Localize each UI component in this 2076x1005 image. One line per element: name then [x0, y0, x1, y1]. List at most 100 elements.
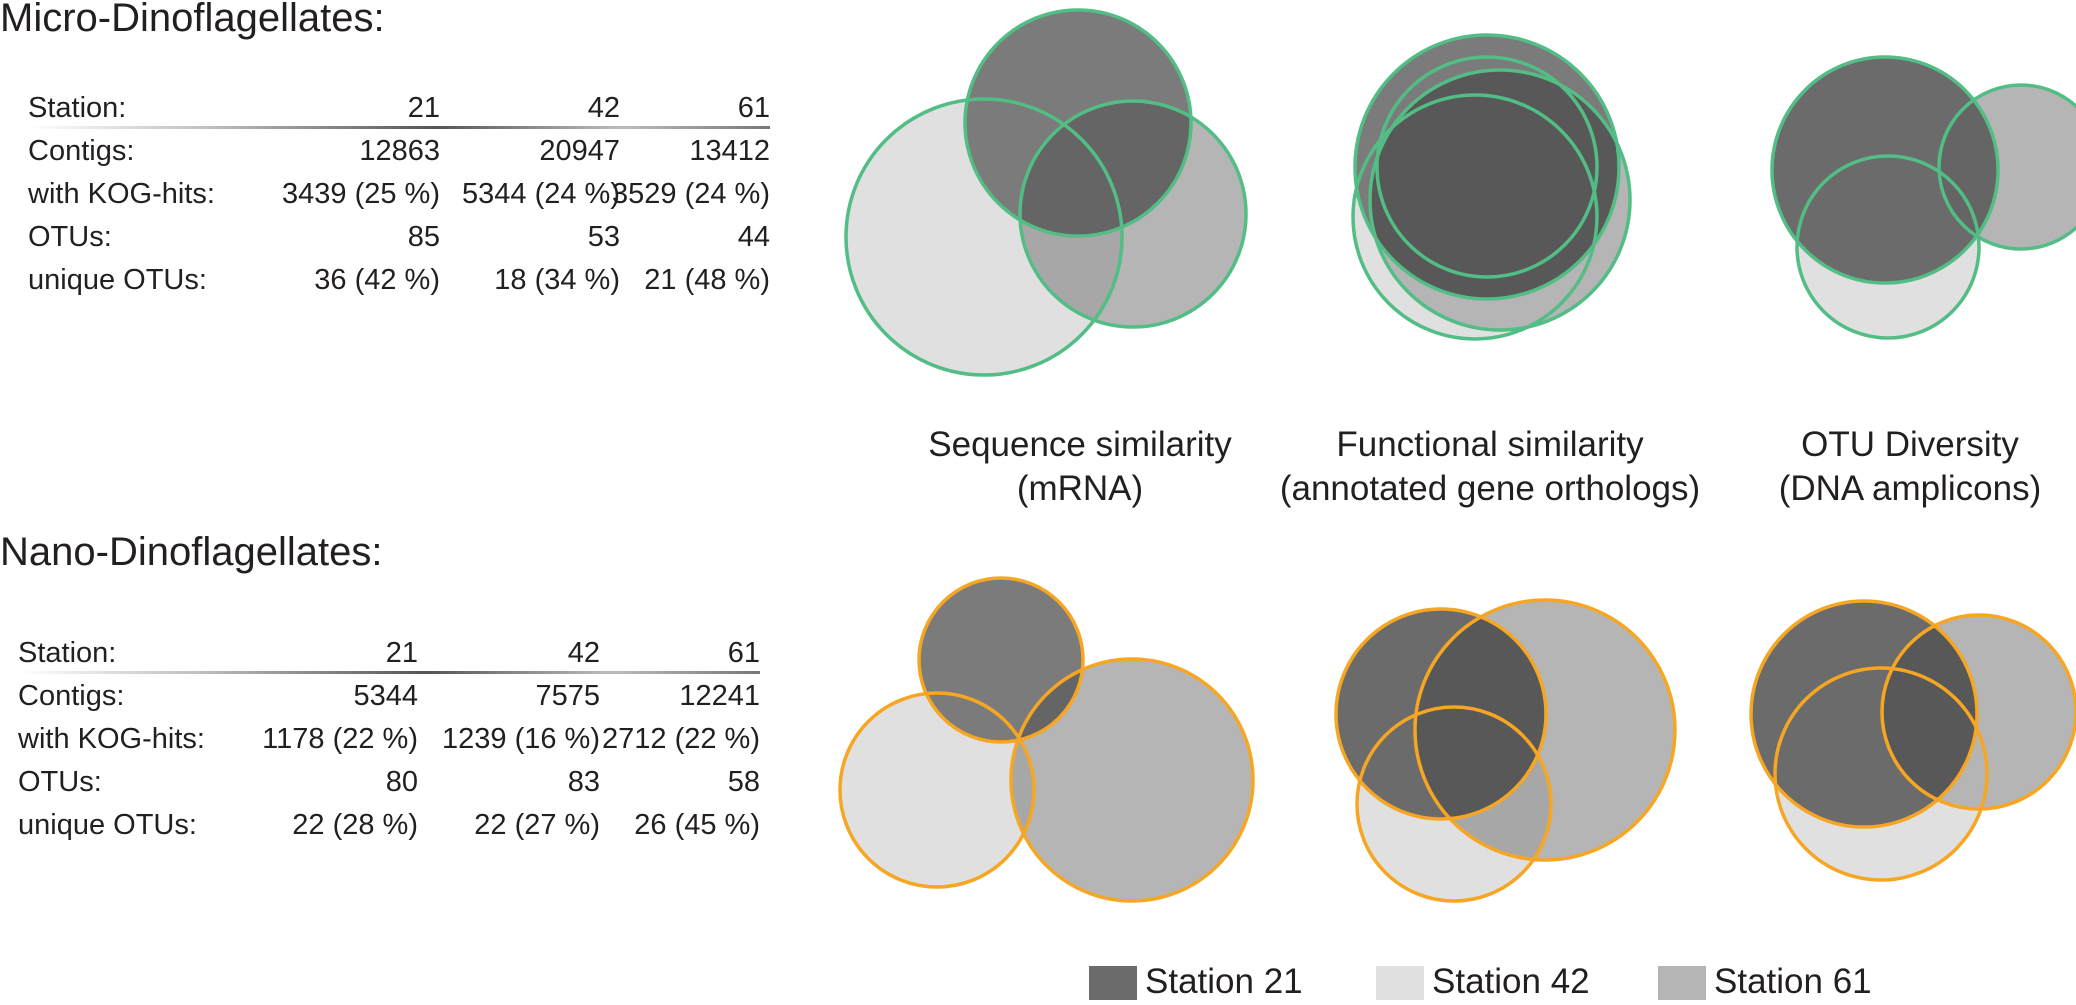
station-61-cell: 13412 — [689, 135, 770, 167]
station-21-cell: 12863 — [359, 135, 440, 167]
station-21-cell: 5344 — [353, 680, 418, 712]
venn-nano-otu — [1749, 599, 2076, 882]
nano-section-title: Nano-Dinoflagellates: — [0, 530, 383, 574]
station-42-outline — [844, 97, 1124, 377]
row-label: unique OTUs: — [18, 809, 197, 841]
station-42-outline — [1351, 93, 1599, 341]
venn-nano-functional — [1334, 598, 1677, 903]
station-61-circle — [1011, 659, 1253, 901]
nano-stats-table: Station: 21 42 61 Contigs: 5344 7575 122… — [18, 637, 760, 857]
legend-station-42: Station 42 — [1376, 962, 1616, 1002]
legend-label: Station 21 — [1145, 962, 1303, 1001]
station-21-inner-outline — [1375, 55, 1599, 279]
station-21-cell: 22 (28 %) — [292, 809, 418, 841]
station-61-outline — [1413, 598, 1677, 862]
station-42-outline — [838, 691, 1036, 889]
table-row: Station: 21 42 61 — [28, 92, 770, 128]
row-label: Station: — [18, 637, 117, 669]
row-label: Station: — [28, 92, 127, 124]
station-21-outline — [917, 576, 1085, 744]
station-61-outline — [1937, 83, 2076, 251]
table-row: unique OTUs: 22 (28 %) 22 (27 %) 26 (45 … — [18, 809, 760, 845]
column-label-otu: OTU Diversity (DNA amplicons) — [1745, 423, 2075, 511]
station-42-cell: 18 (34 %) — [494, 264, 620, 296]
station-61-outline — [1009, 657, 1255, 903]
station-42-cell: 5344 (24 %) — [462, 178, 620, 210]
table-row: unique OTUs: 36 (42 %) 18 (34 %) 21 (48 … — [28, 264, 770, 300]
venn-micro-sequence — [844, 8, 1248, 377]
legend-swatch — [1376, 966, 1424, 1000]
legend-swatch — [1658, 966, 1706, 1000]
micro-section-title: Micro-Dinoflagellates: — [0, 0, 385, 40]
station-42-cell: 1239 (16 %) — [442, 723, 600, 755]
venn-nano-sequence — [838, 576, 1255, 903]
station-61-cell: 61 — [737, 92, 770, 124]
station-21-cell: 80 — [385, 766, 418, 798]
legend-station-61: Station 61 — [1658, 962, 1898, 1002]
station-61-cell: 58 — [727, 766, 760, 798]
station-21-cell: 36 (42 %) — [314, 264, 440, 296]
station-42-cell: 22 (27 %) — [474, 809, 600, 841]
venn-micro-otu — [1770, 55, 2076, 340]
column-label-line2: (mRNA) — [1016, 469, 1144, 508]
legend-label: Station 42 — [1432, 962, 1590, 1001]
row-label: OTUs: — [18, 766, 102, 798]
station-42-cell: 20947 — [539, 135, 620, 167]
overlap-21-61 — [1882, 615, 1977, 809]
column-label-line1: OTU Diversity — [1801, 425, 2019, 464]
row-label: unique OTUs: — [28, 264, 207, 296]
station-21-cell: 3439 (25 %) — [282, 178, 440, 210]
header-rule — [28, 126, 770, 129]
row-label: with KOG-hits: — [18, 723, 205, 755]
station-21-outline — [1353, 33, 1621, 301]
overlap-21-61 — [1939, 85, 1998, 249]
column-label-line1: Sequence similarity — [928, 425, 1232, 464]
column-label-functional: Functional similarity (annotated gene or… — [1245, 423, 1735, 511]
station-61-cell: 26 (45 %) — [634, 809, 760, 841]
column-label-sequence: Sequence similarity (mRNA) — [860, 423, 1300, 511]
table-row: with KOG-hits: 1178 (22 %) 1239 (16 %) 2… — [18, 723, 760, 759]
station-21-cell: 21 — [407, 92, 440, 124]
station-42-cell: 7575 — [535, 680, 600, 712]
legend-station-21: Station 21 — [1089, 962, 1329, 1002]
station-61-outline — [1018, 99, 1248, 329]
station-21-cell: 21 — [385, 637, 418, 669]
station-21-circle — [1772, 57, 1998, 283]
station-42-outline — [1795, 154, 1981, 340]
column-label-line1: Functional similarity — [1336, 425, 1644, 464]
legend-label: Station 61 — [1714, 962, 1872, 1001]
row-label: Contigs: — [18, 680, 125, 712]
station-42-outline — [1773, 666, 1989, 882]
station-21-cell: 85 — [407, 221, 440, 253]
station-42-cell: 53 — [587, 221, 620, 253]
table-row: OTUs: 85 53 44 — [28, 221, 770, 257]
station-61-outline — [1880, 613, 2076, 811]
row-label: OTUs: — [28, 221, 112, 253]
column-label-line2: (annotated gene orthologs) — [1279, 469, 1701, 508]
station-61-cell: 21 (48 %) — [644, 264, 770, 296]
station-42-cell: 83 — [567, 766, 600, 798]
station-21-cell: 1178 (22 %) — [262, 723, 418, 755]
row-label: Contigs: — [28, 135, 135, 167]
table-row: Station: 21 42 61 — [18, 637, 760, 673]
station-42-cell: 42 — [587, 92, 620, 124]
station-61-cell: 2712 (22 %) — [602, 723, 760, 755]
station-61-cell: 12241 — [679, 680, 760, 712]
header-rule — [18, 671, 760, 674]
table-row: Contigs: 12863 20947 13412 — [28, 135, 770, 171]
station-21-outline — [1770, 55, 2000, 285]
venn-micro-functional — [1351, 33, 1632, 341]
table-row: OTUs: 80 83 58 — [18, 766, 760, 802]
station-21-outline — [963, 8, 1193, 238]
station-21-outline — [1749, 599, 1979, 829]
station-61-cell: 44 — [737, 221, 770, 253]
station-61-outline — [1368, 68, 1632, 332]
station-21-outline — [1334, 607, 1548, 821]
station-42-cell: 42 — [567, 637, 600, 669]
table-row: with KOG-hits: 3439 (25 %) 5344 (24 %) 3… — [28, 178, 770, 214]
column-label-line2: (DNA amplicons) — [1778, 469, 2042, 508]
table-row: Contigs: 5344 7575 12241 — [18, 680, 760, 716]
micro-stats-table: Station: 21 42 61 Contigs: 12863 20947 1… — [28, 92, 770, 312]
legend-swatch — [1089, 966, 1137, 1000]
